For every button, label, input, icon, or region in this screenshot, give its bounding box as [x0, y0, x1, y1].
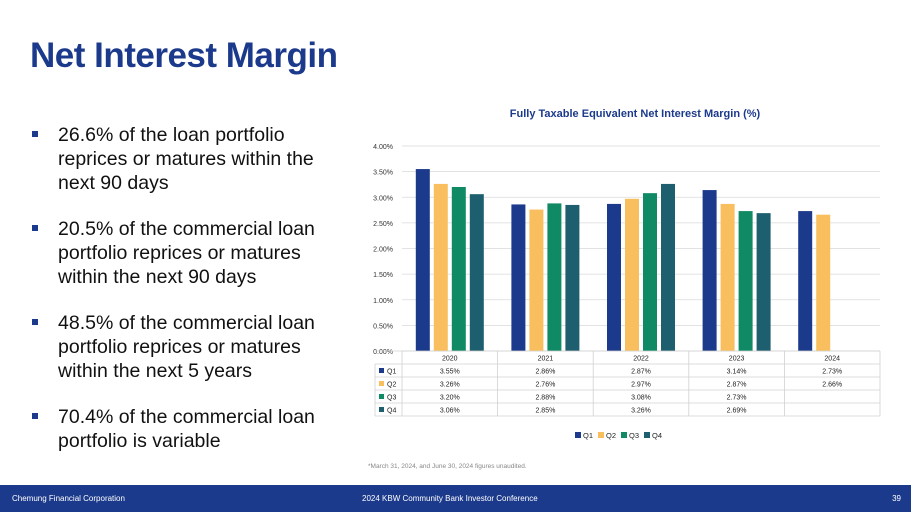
- legend-label: Q1: [583, 431, 593, 440]
- legend-swatch: [644, 432, 650, 438]
- table-series-label: Q4: [387, 408, 396, 415]
- table-series-label: Q1: [387, 369, 396, 376]
- bar-q1: [607, 203, 621, 351]
- bullet-text: 20.5% of the commercial loan portfolio r…: [58, 218, 315, 288]
- footer-bar: Chemung Financial Corporation 2024 KBW C…: [0, 485, 911, 512]
- y-tick-label: 0.50%: [373, 323, 393, 330]
- bar-q3: [451, 187, 466, 351]
- table-legend-swatch: [379, 394, 384, 399]
- bullet-square-icon: [32, 413, 38, 419]
- table-series-label: Q3: [387, 395, 396, 402]
- bar-q1: [702, 190, 717, 351]
- bar-q2: [625, 198, 639, 351]
- bar-q4: [756, 213, 771, 351]
- bar-q4: [469, 194, 484, 351]
- bullet-item: 20.5% of the commercial loan portfolio r…: [30, 217, 340, 289]
- footnote: *March 31, 2024, and June 30, 2024 figur…: [368, 463, 527, 470]
- y-tick-label: 2.50%: [373, 221, 393, 228]
- footer-conference: 2024 KBW Community Bank Investor Confere…: [362, 494, 538, 503]
- x-tick-label: 2023: [729, 356, 745, 363]
- x-tick-label: 2020: [442, 356, 458, 363]
- data-label: 2.86%: [535, 369, 555, 376]
- data-label: 3.26%: [440, 382, 460, 389]
- y-tick-label: 1.50%: [373, 272, 393, 279]
- bar-q2: [433, 183, 448, 351]
- bar-q4: [661, 183, 675, 351]
- data-label: 3.20%: [440, 395, 460, 402]
- y-tick-label: 4.00%: [373, 144, 393, 151]
- legend-swatch: [598, 432, 604, 438]
- bar-q2: [529, 209, 544, 351]
- table-legend-swatch: [379, 407, 384, 412]
- table-legend-swatch: [379, 381, 384, 386]
- bullet-item: 26.6% of the loan portfolio reprices or …: [30, 123, 340, 195]
- legend-swatch: [575, 432, 581, 438]
- data-label: 3.26%: [631, 408, 651, 415]
- data-label: 2.97%: [631, 382, 651, 389]
- bar-q3: [547, 203, 562, 351]
- data-label: 2.88%: [535, 395, 555, 402]
- y-tick-label: 2.00%: [373, 247, 393, 254]
- bullet-list: 26.6% of the loan portfolio reprices or …: [30, 123, 340, 475]
- data-label: 2.87%: [631, 369, 651, 376]
- legend-label: Q3: [629, 431, 639, 440]
- bullet-square-icon: [32, 225, 38, 231]
- data-label: 3.14%: [727, 369, 747, 376]
- data-label: 3.06%: [440, 408, 460, 415]
- data-label: 2.87%: [727, 382, 747, 389]
- legend-label: Q4: [652, 431, 662, 440]
- bar-q1: [415, 169, 430, 351]
- bar-q4: [565, 204, 580, 351]
- x-tick-label: 2024: [824, 356, 840, 363]
- table-legend-swatch: [379, 368, 384, 373]
- bullet-text: 70.4% of the commercial loan portfolio i…: [58, 406, 315, 452]
- bar-q1: [798, 211, 813, 351]
- y-tick-label: 3.00%: [373, 195, 393, 202]
- chart-title: Fully Taxable Equivalent Net Interest Ma…: [509, 108, 761, 120]
- data-label: 2.73%: [727, 395, 747, 402]
- data-label: 2.73%: [822, 369, 842, 376]
- data-label: 2.85%: [535, 408, 555, 415]
- bullet-text: 48.5% of the commercial loan portfolio r…: [58, 312, 315, 382]
- footer-company: Chemung Financial Corporation: [12, 494, 125, 503]
- data-label: 2.76%: [535, 382, 555, 389]
- x-tick-label: 2021: [538, 356, 554, 363]
- legend-swatch: [621, 432, 627, 438]
- y-tick-label: 1.00%: [373, 298, 393, 305]
- y-tick-label: 3.50%: [373, 170, 393, 177]
- data-label: 3.08%: [631, 395, 651, 402]
- data-label: 2.69%: [727, 408, 747, 415]
- table-series-label: Q2: [387, 382, 396, 389]
- bullet-square-icon: [32, 131, 38, 137]
- bullet-item: 70.4% of the commercial loan portfolio i…: [30, 405, 340, 453]
- bar-q2: [720, 203, 735, 351]
- x-tick-label: 2022: [633, 356, 649, 363]
- bar-q1: [511, 204, 526, 351]
- bullet-item: 48.5% of the commercial loan portfolio r…: [30, 311, 340, 383]
- data-label: 3.55%: [440, 369, 460, 376]
- bar-q3: [643, 193, 657, 351]
- page-number: 39: [892, 494, 901, 503]
- nim-chart: 0.00% 0.50% 1.00% 1.50% 2.00% 2.50% 3.00% 3.50%…: [373, 144, 881, 440]
- legend-label: Q2: [606, 431, 616, 440]
- y-tick-label: 0.00%: [373, 349, 393, 356]
- bullet-square-icon: [32, 319, 38, 325]
- bar-q2: [816, 214, 831, 351]
- bullet-text: 26.6% of the loan portfolio reprices or …: [58, 124, 314, 194]
- data-label: 2.66%: [822, 382, 842, 389]
- bar-q3: [738, 211, 753, 351]
- slide-title: Net Interest Margin: [30, 36, 338, 75]
